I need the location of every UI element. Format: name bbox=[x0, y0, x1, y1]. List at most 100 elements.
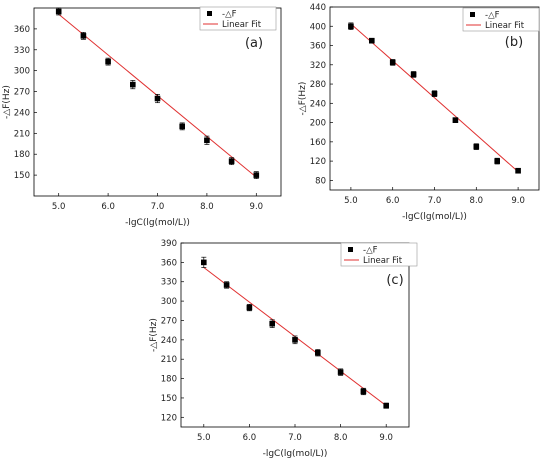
y-tick-label: 360 bbox=[14, 25, 30, 35]
chart-panel-1: 150 180 210 240 270 300 330 360 5.0 6.0 7.0 8.0 9.0 -… bbox=[2, 6, 282, 228]
legend-marker-points bbox=[207, 11, 212, 16]
x-axis-title: -lgC(lg(mol/L)) bbox=[125, 218, 190, 228]
y-tick-label: 80 bbox=[315, 176, 326, 186]
data-point bbox=[389, 59, 396, 66]
data-point bbox=[410, 71, 417, 78]
y-tick-label: 210 bbox=[14, 129, 30, 139]
y-tick-label: 280 bbox=[310, 80, 326, 90]
panel-label: (b) bbox=[505, 35, 523, 50]
y-tick-label: 150 bbox=[161, 394, 177, 404]
x-tick-label: 5.0 bbox=[344, 196, 358, 206]
x-tick-label: 5.0 bbox=[197, 433, 211, 443]
data-point bbox=[269, 320, 275, 327]
y-tick-label: 180 bbox=[161, 375, 177, 385]
legend-label-points: -△F bbox=[485, 11, 500, 21]
y-tick-label: 390 bbox=[161, 239, 177, 249]
legend-label-points: -△F bbox=[363, 246, 378, 256]
y-tick-label: 240 bbox=[14, 108, 30, 118]
data-point bbox=[383, 402, 389, 409]
panel-label: (a) bbox=[245, 36, 263, 51]
data-point bbox=[154, 95, 161, 102]
y-tick-label: 180 bbox=[14, 150, 30, 160]
y-tick-label: 120 bbox=[161, 413, 177, 423]
y-tick-label: 360 bbox=[310, 42, 326, 52]
data-point bbox=[246, 304, 253, 311]
data-point bbox=[337, 369, 344, 375]
data-point bbox=[292, 337, 298, 343]
legend-box bbox=[340, 242, 418, 267]
y-tick-label: 270 bbox=[14, 88, 30, 98]
y-tick-label: 400 bbox=[310, 22, 326, 32]
data-point bbox=[452, 117, 459, 123]
x-tick-label: 7.0 bbox=[151, 202, 165, 212]
y-tick-label: 440 bbox=[310, 3, 326, 13]
data-point bbox=[105, 58, 111, 65]
data-point bbox=[201, 259, 207, 266]
legend-label-points: -△F bbox=[222, 10, 237, 20]
y-tick-label: 160 bbox=[310, 138, 326, 148]
data-point bbox=[515, 167, 521, 174]
y-tick-label: 240 bbox=[310, 99, 326, 109]
y-tick-label: 360 bbox=[161, 258, 177, 268]
legend-label-fit: Linear Fit bbox=[485, 21, 525, 31]
y-tick-label: 210 bbox=[161, 355, 177, 365]
data-point bbox=[494, 158, 500, 164]
legend-label-fit: Linear Fit bbox=[222, 20, 262, 30]
x-axis-title: -lgC(lg(mol/L)) bbox=[263, 449, 328, 459]
y-tick-label: 300 bbox=[14, 67, 30, 77]
legend-marker-points bbox=[470, 12, 475, 17]
data-point bbox=[204, 137, 210, 144]
legend-marker-points bbox=[348, 247, 353, 252]
data-point bbox=[315, 349, 321, 356]
data-point bbox=[473, 143, 480, 150]
x-axis-title: -lgC(lg(mol/L)) bbox=[402, 212, 467, 222]
legend-label-fit: Linear Fit bbox=[363, 256, 403, 266]
legend-box bbox=[199, 6, 277, 31]
data-point bbox=[228, 158, 235, 164]
panel-label: (c) bbox=[386, 273, 403, 288]
y-tick-label: 330 bbox=[14, 46, 30, 56]
x-tick-label: 6.0 bbox=[386, 196, 400, 206]
chart-panel-3: 120 150 180 210 240 270 300 330 360 390 5.0 6.0 7.0 8… bbox=[149, 239, 418, 459]
x-tick-label: 9.0 bbox=[379, 433, 393, 443]
x-tick-label: 8.0 bbox=[334, 433, 348, 443]
data-point bbox=[360, 388, 367, 395]
linear-fit-line bbox=[350, 23, 519, 173]
x-tick-label: 8.0 bbox=[470, 196, 484, 206]
x-tick-label: 6.0 bbox=[101, 202, 115, 212]
data-point bbox=[431, 90, 438, 97]
data-point bbox=[130, 81, 136, 88]
x-tick-label: 5.0 bbox=[52, 202, 66, 212]
data-point bbox=[179, 123, 185, 130]
y-tick-label: 300 bbox=[161, 297, 177, 307]
x-tick-label: 9.0 bbox=[250, 202, 264, 212]
legend-box bbox=[462, 7, 540, 32]
y-axis-title: -△F(Hz) bbox=[149, 318, 159, 352]
y-tick-label: 120 bbox=[310, 157, 326, 167]
y-tick-label: 330 bbox=[161, 278, 177, 288]
data-point bbox=[223, 282, 230, 288]
data-point bbox=[80, 33, 87, 39]
y-tick-label: 320 bbox=[310, 61, 326, 71]
x-tick-label: 8.0 bbox=[200, 202, 214, 212]
x-tick-label: 6.0 bbox=[243, 433, 257, 443]
plot-frame bbox=[180, 242, 410, 428]
y-axis-title: -△F(Hz) bbox=[2, 85, 12, 119]
x-tick-label: 7.0 bbox=[428, 196, 442, 206]
x-tick-label: 9.0 bbox=[511, 196, 525, 206]
y-tick-label: 270 bbox=[161, 316, 177, 326]
x-tick-label: 7.0 bbox=[288, 433, 302, 443]
data-point bbox=[348, 23, 354, 30]
y-tick-label: 200 bbox=[310, 119, 326, 129]
data-point bbox=[253, 172, 260, 178]
y-tick-label: 150 bbox=[14, 171, 30, 181]
y-axis-title: -△F(Hz) bbox=[298, 82, 308, 116]
data-point bbox=[55, 8, 62, 15]
data-point bbox=[369, 37, 375, 44]
chart-panel-2: 80 120 160 200 240 280 320 360 400 440 5.0 6.0 7.0 8.… bbox=[298, 3, 540, 222]
y-tick-label: 240 bbox=[161, 336, 177, 346]
